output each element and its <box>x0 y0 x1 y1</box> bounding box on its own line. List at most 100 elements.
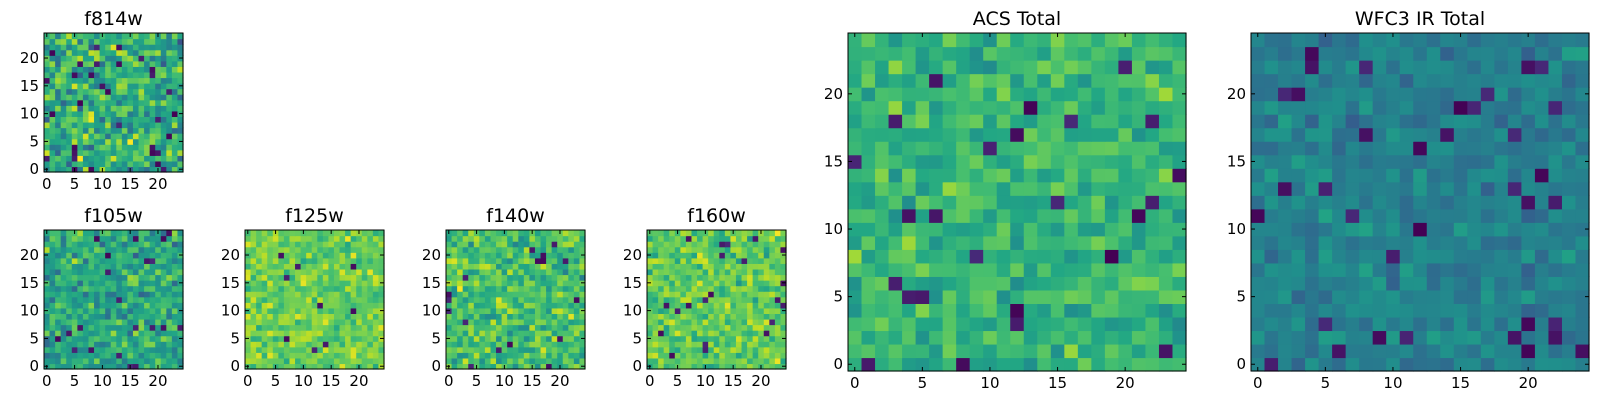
heatmap-cell <box>49 160 56 168</box>
heatmap-cell <box>1521 316 1536 332</box>
heatmap-cell <box>507 307 514 314</box>
heatmap-cell <box>110 268 117 276</box>
heatmap-cell <box>1534 73 1550 88</box>
heatmap-cell <box>71 38 78 45</box>
heatmap-cell <box>1359 235 1374 250</box>
heatmap-cell <box>1305 73 1320 88</box>
heatmap-cell <box>166 155 173 162</box>
heatmap-cell <box>462 246 469 253</box>
heatmap-cell <box>1386 303 1401 318</box>
heatmap-cell <box>44 44 51 51</box>
heatmap-cell <box>1064 127 1079 142</box>
heatmap-cell <box>1104 235 1119 250</box>
heatmap-cell <box>166 280 173 287</box>
heatmap-cell <box>496 241 503 248</box>
heatmap-cell <box>88 274 95 281</box>
heatmap-cell <box>1291 168 1306 183</box>
heatmap-cell <box>1118 195 1133 210</box>
heatmap-cell <box>166 144 173 151</box>
heatmap-cell <box>317 346 324 353</box>
heatmap-cell <box>451 263 458 270</box>
heatmap-cell <box>1467 100 1482 115</box>
heatmap-cell <box>289 291 296 298</box>
heatmap-cell <box>60 346 67 353</box>
heatmap-cell <box>110 88 117 95</box>
heatmap-cell <box>1050 249 1065 264</box>
heatmap-cell <box>652 352 659 359</box>
heatmap-cell <box>446 268 453 276</box>
heatmap-cell <box>149 346 156 353</box>
heatmap-cell <box>1172 330 1187 345</box>
heatmap-cell <box>741 235 748 242</box>
heatmap-cell <box>1023 222 1038 237</box>
heatmap-cell <box>1278 33 1293 48</box>
heatmap-cell <box>546 252 553 259</box>
heatmap-cell <box>99 116 106 123</box>
heatmap-cell <box>44 235 51 242</box>
heatmap-cell <box>99 133 106 140</box>
heatmap-cell <box>1332 141 1347 156</box>
heatmap-cell <box>702 302 709 309</box>
heatmap-cell <box>1305 154 1320 169</box>
heatmap-cell <box>1264 33 1279 48</box>
heatmap-cell <box>568 302 575 309</box>
heatmap-cell <box>1278 100 1293 115</box>
heatmap-cell <box>573 335 581 342</box>
heatmap-cell <box>735 235 743 242</box>
heatmap-cell <box>94 160 101 168</box>
heatmap-cell <box>116 230 123 237</box>
heatmap-cell <box>735 252 743 259</box>
heatmap-cell <box>1399 357 1414 372</box>
heatmap-cell <box>691 352 698 359</box>
heatmap-cell <box>1453 168 1468 183</box>
heatmap-cell <box>1118 141 1133 156</box>
heatmap-cell <box>1037 127 1052 142</box>
heatmap-cell <box>166 352 173 359</box>
heatmap-cell <box>652 357 659 365</box>
heatmap-cell <box>110 38 117 45</box>
heatmap-cell <box>171 291 179 298</box>
heatmap-cell <box>1291 114 1306 129</box>
heatmap-cell <box>367 307 374 314</box>
heatmap-cell <box>1291 316 1306 332</box>
heatmap-cell <box>82 116 90 123</box>
heatmap-cell <box>1264 154 1279 169</box>
heatmap-cell <box>132 166 140 173</box>
heatmap-cell <box>680 335 687 342</box>
heatmap-cell <box>1561 208 1577 223</box>
heatmap-cell <box>71 302 78 309</box>
heatmap-cell <box>1440 33 1455 48</box>
heatmap-cell <box>647 352 654 359</box>
heatmap-cell <box>160 138 167 145</box>
heatmap-cell <box>105 127 112 134</box>
heatmap-cell <box>171 38 179 45</box>
heatmap-cell <box>1050 262 1065 277</box>
heatmap-cell <box>250 296 257 303</box>
heatmap-cell <box>328 313 335 320</box>
heatmap-cell <box>378 346 385 353</box>
heatmap-cell <box>71 149 78 156</box>
heatmap-cell <box>956 235 971 250</box>
heatmap-cell <box>256 307 263 314</box>
heatmap-cell <box>669 352 676 359</box>
heatmap-cell <box>490 230 497 237</box>
heatmap-cell <box>674 324 681 331</box>
heatmap-cell <box>546 313 553 320</box>
heatmap-cell <box>99 246 106 253</box>
heatmap-cell <box>121 341 128 348</box>
heatmap-cell <box>1372 181 1387 196</box>
heatmap-cell <box>888 208 903 223</box>
heatmap-cell <box>724 274 731 281</box>
heatmap-cell <box>1561 168 1577 183</box>
heatmap-cell <box>66 110 73 117</box>
heatmap-cell <box>138 55 145 62</box>
heatmap-cell <box>1264 262 1279 277</box>
heatmap-cell <box>378 352 385 359</box>
heatmap-cell <box>333 241 341 248</box>
heatmap-cell <box>902 330 917 345</box>
heatmap-cell <box>1426 168 1441 183</box>
heatmap-cell <box>333 346 341 353</box>
heatmap-cell <box>1023 235 1038 250</box>
heatmap-cell <box>132 318 140 326</box>
